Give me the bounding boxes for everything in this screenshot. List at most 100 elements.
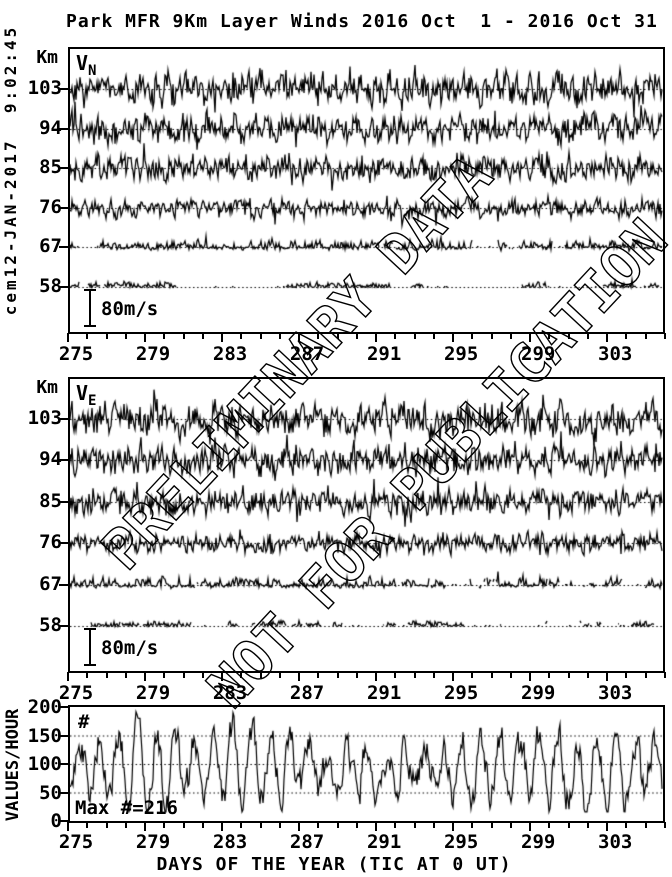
x-day-tick bbox=[240, 672, 243, 678]
x-day-tick bbox=[259, 822, 262, 828]
x-day-tick bbox=[452, 333, 455, 342]
x-day-tick bbox=[432, 333, 435, 339]
y-altitude-label: 85 bbox=[39, 490, 62, 512]
x-day-tick bbox=[182, 822, 185, 828]
counts-y-tick-label: 150 bbox=[27, 724, 62, 747]
x-day-tick bbox=[298, 333, 301, 342]
x-day-tick bbox=[644, 822, 647, 828]
x-day-tick bbox=[567, 333, 570, 339]
x-day-tick bbox=[201, 333, 204, 339]
counts-y-tick-label: 0 bbox=[50, 810, 62, 832]
x-tick-label: 279 bbox=[135, 343, 171, 365]
x-day-tick bbox=[644, 333, 647, 339]
x-day-tick bbox=[413, 672, 416, 678]
x-tick-label: 291 bbox=[366, 682, 402, 704]
x-day-tick bbox=[586, 333, 589, 339]
scale-bar bbox=[84, 325, 96, 327]
x-day-tick bbox=[394, 672, 397, 678]
x-day-tick bbox=[336, 333, 339, 339]
counts-y-tick-label: 50 bbox=[39, 781, 62, 804]
x-tick-label: 295 bbox=[443, 682, 479, 704]
x-axis-title: DAYS OF THE YEAR (TIC AT 0 UT) bbox=[156, 854, 512, 875]
panel-v-north: VN 80m/s bbox=[68, 47, 665, 334]
x-day-tick bbox=[105, 822, 108, 828]
panel-values-per-hour: # Max #=216 bbox=[68, 705, 665, 823]
y-altitude-label: 58 bbox=[39, 275, 62, 297]
scale-bar bbox=[89, 289, 91, 327]
y-altitude-tick bbox=[59, 207, 68, 209]
y-altitude-label: 76 bbox=[39, 196, 62, 218]
x-day-tick bbox=[664, 672, 666, 678]
x-day-tick bbox=[490, 672, 493, 678]
x-day-tick bbox=[471, 672, 474, 678]
x-day-tick bbox=[163, 333, 166, 339]
y-axis-unit-label: Km bbox=[36, 47, 58, 68]
x-day-tick bbox=[336, 822, 339, 828]
scale-bar bbox=[89, 628, 91, 666]
x-day-tick bbox=[509, 333, 512, 339]
x-day-tick bbox=[625, 672, 628, 678]
x-tick-label: 283 bbox=[212, 343, 248, 365]
x-day-tick bbox=[278, 333, 281, 339]
counts-y-tick bbox=[59, 791, 68, 794]
y-altitude-tick bbox=[59, 286, 68, 288]
x-day-tick bbox=[144, 672, 147, 681]
y-altitude-label: 103 bbox=[27, 407, 62, 429]
x-day-tick bbox=[606, 672, 609, 681]
x-day-tick bbox=[336, 672, 339, 678]
counts-y-tick bbox=[59, 734, 68, 737]
y-altitude-label: 67 bbox=[39, 235, 62, 257]
x-day-tick bbox=[471, 822, 474, 828]
scale-bar bbox=[84, 628, 96, 630]
x-day-tick bbox=[259, 672, 262, 678]
x-day-tick bbox=[144, 333, 147, 342]
x-day-tick bbox=[432, 672, 435, 678]
x-tick-label: 295 bbox=[443, 343, 479, 365]
x-day-tick bbox=[298, 672, 301, 681]
y-altitude-tick bbox=[59, 246, 68, 248]
figure-title: Park MFR 9Km Layer Winds 2016 Oct 1 - 20… bbox=[66, 11, 658, 32]
x-day-tick bbox=[625, 822, 628, 828]
y-altitude-tick bbox=[59, 128, 68, 130]
wind-component-letter: V bbox=[76, 51, 89, 75]
scale-bar bbox=[84, 664, 96, 666]
x-tick-label: 299 bbox=[521, 343, 556, 365]
panel-label-v-north: VN bbox=[76, 51, 96, 79]
x-tick-label: 279 bbox=[135, 682, 171, 704]
x-tick-label: 279 bbox=[135, 831, 171, 853]
x-day-tick bbox=[567, 822, 570, 828]
x-day-tick bbox=[317, 333, 320, 339]
y-altitude-label: 58 bbox=[39, 614, 62, 636]
x-day-tick bbox=[240, 822, 243, 828]
x-tick-label: 303 bbox=[598, 682, 633, 704]
x-tick-label: 299 bbox=[521, 682, 556, 704]
x-day-tick bbox=[375, 333, 378, 342]
wind-component-letter: V bbox=[76, 381, 89, 405]
x-day-tick bbox=[375, 822, 378, 831]
x-day-tick bbox=[317, 672, 320, 678]
scale-bar-label: 80m/s bbox=[101, 637, 159, 659]
x-tick-label: 303 bbox=[598, 343, 633, 365]
x-day-tick bbox=[529, 333, 532, 342]
x-tick-label: 287 bbox=[289, 831, 325, 853]
counts-y-tick-label: 100 bbox=[27, 753, 62, 775]
v-north-trace-canvas bbox=[70, 49, 663, 332]
panel-v-east: VE 80m/s bbox=[68, 377, 665, 673]
x-tick-label: 275 bbox=[58, 831, 94, 853]
x-day-tick bbox=[86, 333, 89, 339]
counts-y-tick bbox=[59, 820, 68, 822]
x-day-tick bbox=[317, 822, 320, 828]
x-day-tick bbox=[259, 333, 262, 339]
counts-y-tick-label: 200 bbox=[27, 696, 62, 718]
x-day-tick bbox=[394, 822, 397, 828]
x-day-tick bbox=[490, 333, 493, 339]
y-altitude-label: 94 bbox=[39, 117, 62, 139]
x-day-tick bbox=[509, 672, 512, 678]
x-day-tick bbox=[86, 822, 89, 828]
x-tick-label: 303 bbox=[598, 831, 633, 853]
x-day-tick bbox=[606, 333, 609, 342]
x-day-tick bbox=[67, 672, 69, 681]
x-day-tick bbox=[278, 822, 281, 828]
counts-symbol-label: # bbox=[78, 711, 90, 733]
y-altitude-tick bbox=[59, 167, 68, 169]
